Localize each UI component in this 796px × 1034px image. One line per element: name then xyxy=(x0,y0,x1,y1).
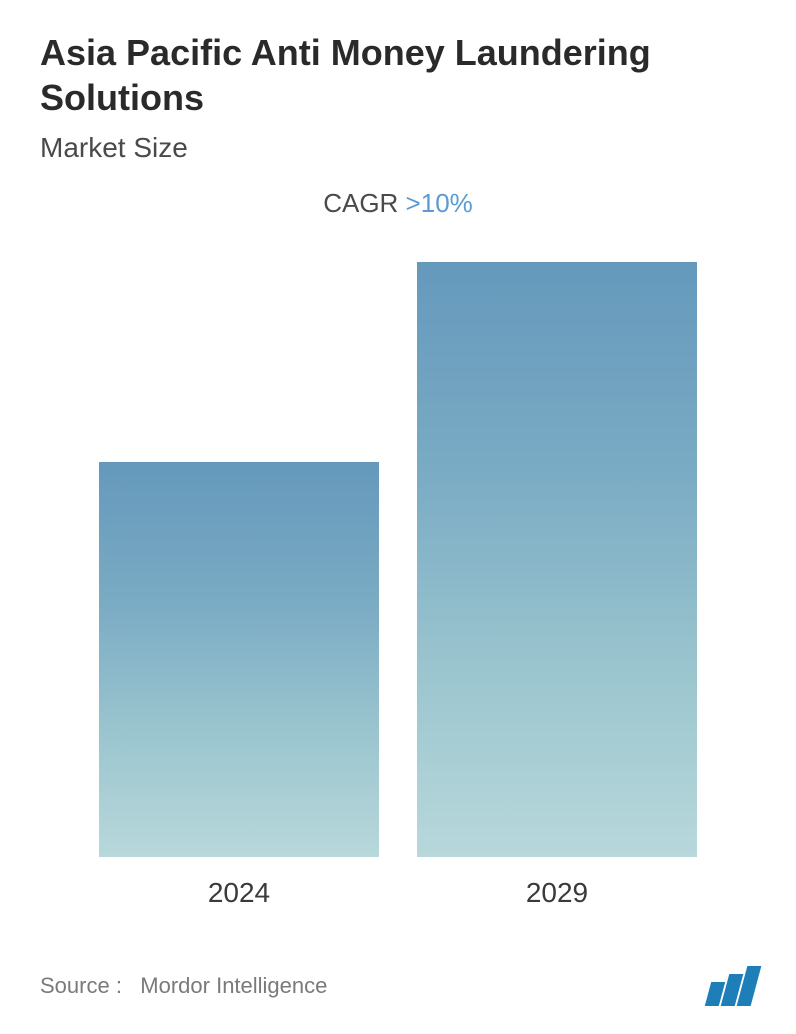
bar-2024 xyxy=(99,462,379,857)
bar-label-2024: 2024 xyxy=(208,877,270,909)
bar-chart: 2024 2029 xyxy=(40,279,756,909)
logo-bar xyxy=(737,966,762,1006)
brand-logo-icon xyxy=(708,966,756,1006)
footer: Source : Mordor Intelligence xyxy=(40,966,756,1006)
source-text: Source : Mordor Intelligence xyxy=(40,973,327,999)
source-label: Source : xyxy=(40,973,122,998)
page-title: Asia Pacific Anti Money Laundering Solut… xyxy=(40,30,756,120)
bar-label-2029: 2029 xyxy=(526,877,588,909)
cagr-value: >10% xyxy=(406,188,473,218)
bar-group-2029: 2029 xyxy=(417,262,697,909)
cagr-label: CAGR xyxy=(323,188,405,218)
bar-2029 xyxy=(417,262,697,857)
bar-group-2024: 2024 xyxy=(99,462,379,909)
cagr-row: CAGR >10% xyxy=(40,188,756,219)
page-subtitle: Market Size xyxy=(40,132,756,164)
source-name: Mordor Intelligence xyxy=(140,973,327,998)
